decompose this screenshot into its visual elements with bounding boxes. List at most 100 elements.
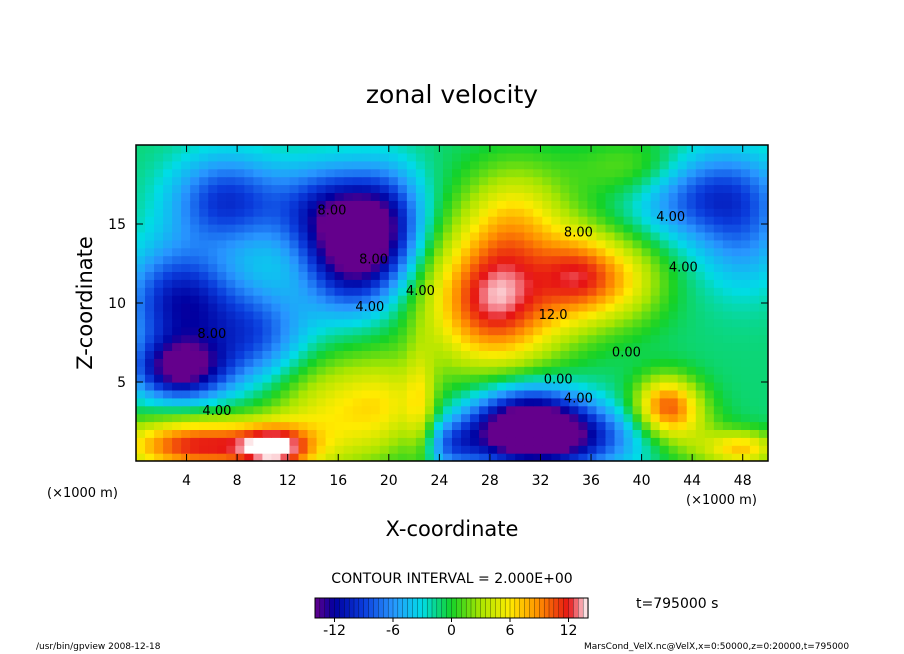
field-cell — [289, 192, 300, 201]
field-cell — [352, 224, 363, 233]
field-cell — [533, 389, 543, 399]
field-cell — [208, 397, 218, 407]
field-cell — [596, 231, 607, 241]
field-cell — [461, 453, 471, 461]
field-cell — [190, 389, 200, 399]
field-cell — [361, 263, 372, 272]
field-cell — [749, 397, 760, 407]
colorbar-segment — [475, 597, 482, 619]
field-cell — [470, 200, 480, 209]
field-cell — [325, 255, 336, 265]
field-cell — [560, 263, 570, 272]
field-cell — [397, 176, 408, 186]
field-cell — [145, 389, 155, 399]
field-cell — [686, 358, 697, 367]
field-cell — [199, 389, 209, 399]
field-cell — [758, 437, 768, 446]
field-cell — [740, 287, 751, 296]
field-cell — [452, 247, 462, 257]
field-cell — [623, 255, 634, 265]
field-cell — [560, 184, 570, 193]
field-cell — [731, 271, 742, 280]
field-cell — [163, 224, 173, 233]
field-cell — [632, 342, 643, 351]
field-cell — [722, 405, 733, 415]
field-cell — [325, 200, 336, 209]
field-cell — [560, 366, 570, 375]
field-cell — [668, 382, 679, 391]
field-cell — [524, 326, 534, 336]
field-cell — [379, 413, 390, 423]
field-cell — [650, 239, 661, 249]
field-cell — [497, 366, 507, 375]
field-cell — [307, 287, 318, 296]
field-cell — [659, 310, 670, 320]
field-cell — [560, 421, 570, 430]
field-cell — [145, 429, 155, 438]
field-cell — [433, 413, 444, 423]
field-cell — [569, 176, 579, 186]
field-cell — [370, 445, 381, 454]
field-cell — [334, 247, 345, 257]
field-cell — [461, 295, 471, 304]
field-cell — [632, 208, 643, 217]
field-cell — [406, 287, 417, 296]
field-cell — [641, 445, 652, 454]
field-cell — [704, 445, 715, 454]
field-cell — [388, 279, 399, 288]
field-cell — [145, 318, 155, 328]
field-cell — [370, 255, 381, 265]
field-cell — [731, 350, 742, 359]
field-cell — [596, 192, 607, 201]
field-cell — [316, 192, 327, 201]
field-cell — [343, 429, 354, 438]
field-cell — [560, 247, 570, 257]
field-cell — [668, 145, 679, 154]
field-cell — [461, 247, 471, 257]
field-cell — [470, 176, 480, 186]
field-cell — [614, 176, 625, 186]
field-cell — [533, 350, 543, 359]
field-cell — [280, 405, 291, 415]
field-cell — [388, 405, 399, 415]
field-cell — [388, 192, 399, 201]
field-cell — [722, 445, 733, 454]
field-cell — [361, 295, 372, 304]
field-cell — [262, 429, 273, 438]
field-cell — [731, 342, 742, 351]
field-cell — [533, 397, 543, 407]
field-cell — [235, 350, 245, 359]
field-cell — [632, 160, 643, 170]
field-cell — [289, 208, 300, 217]
field-cell — [433, 224, 444, 233]
field-cell — [452, 310, 462, 320]
field-cell — [388, 255, 399, 265]
field-cell — [217, 271, 227, 280]
field-cell — [208, 405, 218, 415]
field-cell — [415, 184, 426, 193]
field-cell — [244, 421, 254, 430]
field-cell — [298, 168, 309, 178]
field-cell — [415, 208, 426, 217]
field-cell — [515, 255, 525, 265]
field-cell — [632, 239, 643, 249]
field-cell — [361, 224, 372, 233]
field-cell — [470, 224, 480, 233]
field-cell — [722, 224, 733, 233]
field-cell — [542, 224, 552, 233]
field-cell — [208, 318, 218, 328]
field-cell — [461, 366, 471, 375]
field-cell — [316, 145, 327, 154]
field-cell — [379, 160, 390, 170]
field-cell — [452, 287, 462, 296]
field-cell — [316, 374, 327, 383]
field-cell — [569, 168, 579, 178]
field-cell — [433, 287, 444, 296]
field-cell — [388, 342, 399, 351]
field-cell — [334, 255, 345, 265]
field-cell — [154, 326, 164, 336]
field-cell — [190, 200, 200, 209]
field-cell — [461, 326, 471, 336]
field-cell — [641, 421, 652, 430]
field-cell — [749, 382, 760, 391]
